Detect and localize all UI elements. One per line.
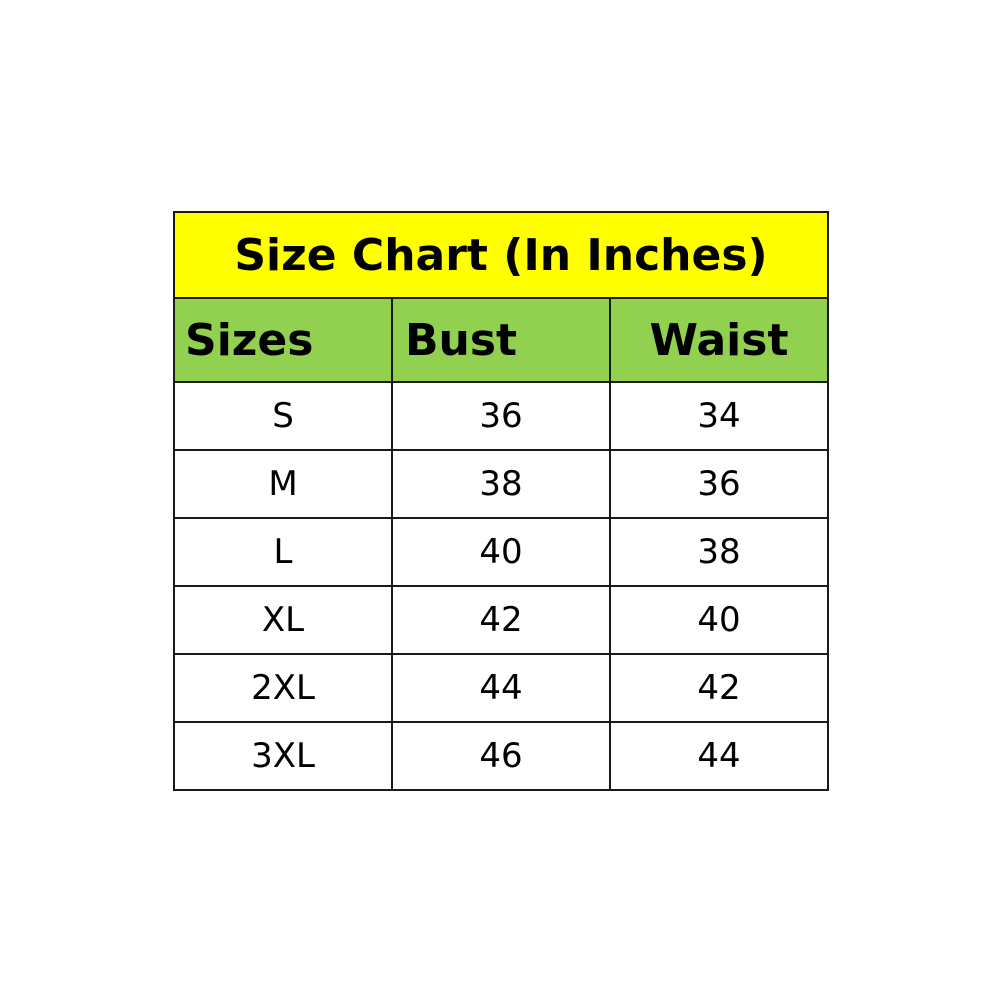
waist-cell: 40: [609, 585, 829, 655]
waist-cell: 42: [609, 653, 829, 723]
bust-cell: 46: [391, 721, 611, 791]
table-title: Size Chart (In Inches): [173, 211, 829, 299]
bust-cell: 38: [391, 449, 611, 519]
table-row: 2XL 44 42: [173, 653, 829, 723]
header-sizes: Sizes: [173, 297, 393, 383]
waist-cell: 44: [609, 721, 829, 791]
header-waist: Waist: [609, 297, 829, 383]
size-cell: L: [173, 517, 393, 587]
waist-cell: 34: [609, 381, 829, 451]
table-row: XL 42 40: [173, 585, 829, 655]
size-cell: 3XL: [173, 721, 393, 791]
table-row: M 38 36: [173, 449, 829, 519]
size-cell: 2XL: [173, 653, 393, 723]
bust-cell: 42: [391, 585, 611, 655]
bust-cell: 40: [391, 517, 611, 587]
header-bust: Bust: [391, 297, 611, 383]
table-row: S 36 34: [173, 381, 829, 451]
header-row: Sizes Bust Waist: [173, 297, 829, 383]
table-row: 3XL 46 44: [173, 721, 829, 791]
waist-cell: 38: [609, 517, 829, 587]
bust-cell: 44: [391, 653, 611, 723]
size-cell: XL: [173, 585, 393, 655]
size-cell: M: [173, 449, 393, 519]
waist-cell: 36: [609, 449, 829, 519]
size-chart-table: Size Chart (In Inches) Sizes Bust Waist …: [173, 211, 829, 791]
table-row: L 40 38: [173, 517, 829, 587]
bust-cell: 36: [391, 381, 611, 451]
size-cell: S: [173, 381, 393, 451]
